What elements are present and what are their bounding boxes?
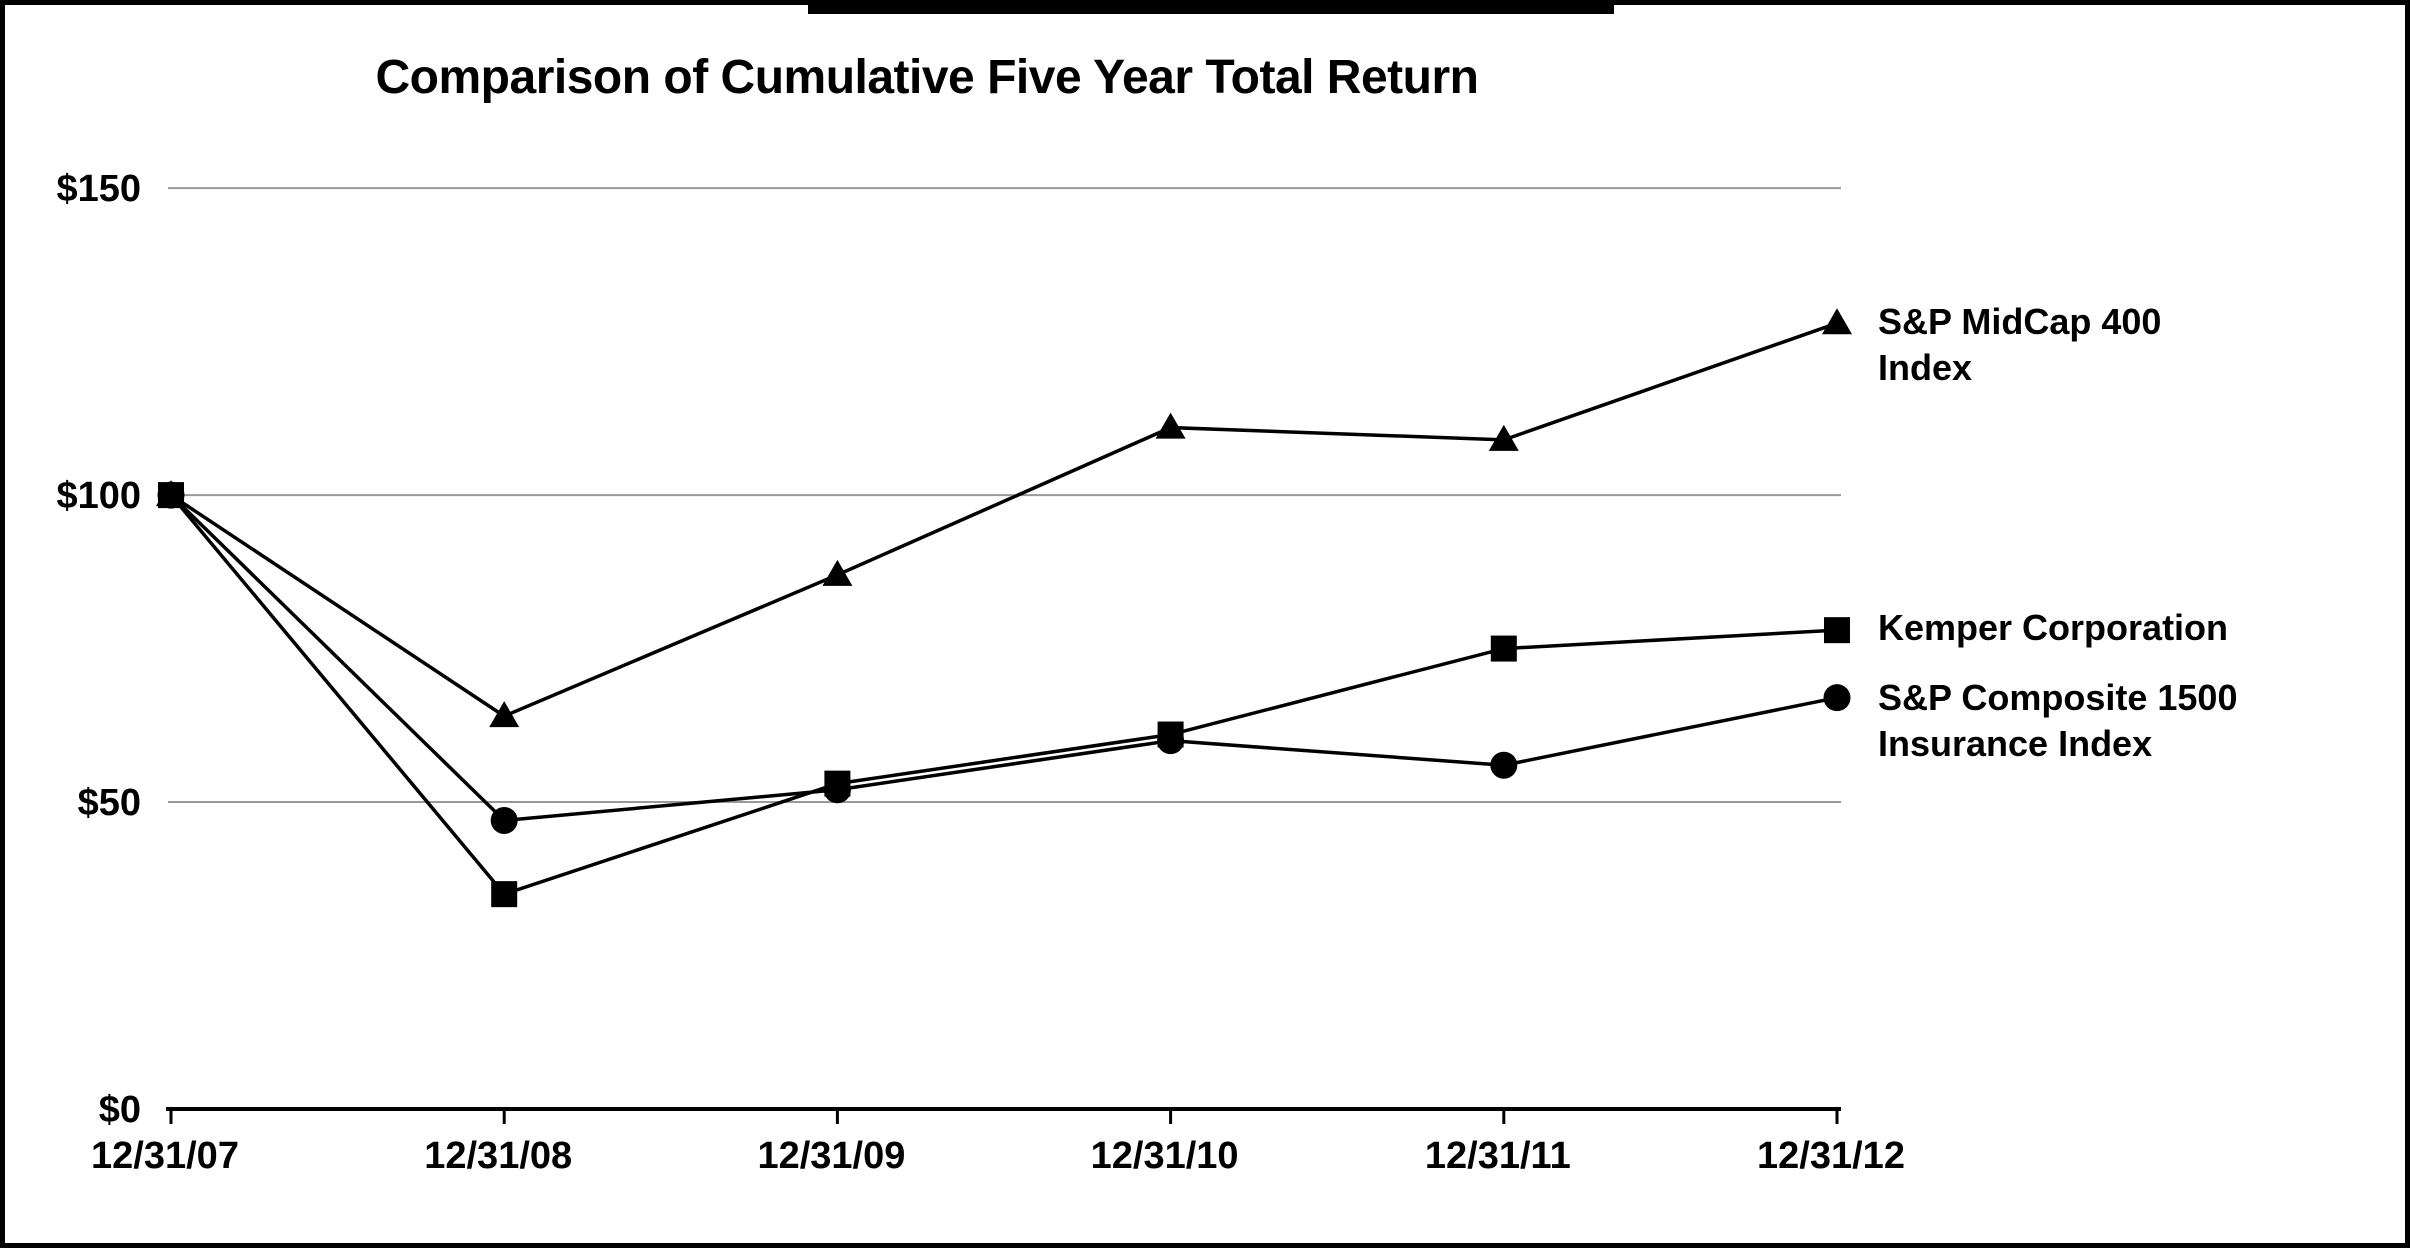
y-tick-label: $150 bbox=[56, 168, 141, 210]
legend-line: Index bbox=[1878, 347, 1973, 388]
x-tick-label: 12/31/11 bbox=[1425, 1135, 1571, 1177]
square-marker bbox=[1824, 617, 1850, 644]
legend-line: Insurance Index bbox=[1878, 723, 2153, 764]
triangle-marker bbox=[489, 701, 520, 728]
series-line-square bbox=[169, 493, 1838, 897]
y-tick-label: $50 bbox=[78, 782, 141, 824]
series-line-circle bbox=[169, 493, 1838, 823]
legend-line: Kemper Corporation bbox=[1878, 607, 2229, 648]
circle-marker bbox=[1823, 684, 1851, 712]
square-marker bbox=[1490, 635, 1517, 662]
y-tick-label: $100 bbox=[56, 475, 141, 517]
triangle-marker bbox=[1822, 308, 1852, 335]
circle-marker bbox=[490, 806, 518, 834]
legend-sp-composite-1500-insurance: S&P Composite 1500 Insurance Index bbox=[1878, 675, 2237, 767]
x-tick-label: 12/31/07 bbox=[91, 1135, 239, 1177]
top-border-bar bbox=[808, 5, 1614, 14]
square-marker bbox=[491, 881, 518, 908]
legend-sp-midcap-400: S&P MidCap 400 Index bbox=[1878, 299, 2161, 391]
legend-line: S&P MidCap 400 bbox=[1878, 301, 2162, 342]
square-marker bbox=[158, 482, 184, 509]
y-tick-label: $0 bbox=[99, 1089, 141, 1131]
x-tick-label: 12/31/10 bbox=[1091, 1135, 1239, 1177]
triangle-marker bbox=[1155, 412, 1186, 439]
plot-area: 12/31/07 12/31/08 12/31/09 12/31/10 12/31/11… bbox=[56, 168, 1905, 1177]
x-tick-label: 12/31/09 bbox=[757, 1135, 905, 1177]
circle-marker bbox=[1490, 751, 1518, 779]
x-tick-label: 12/31/12 bbox=[1757, 1135, 1905, 1177]
chart-title: Comparison of Cumulative Five Year Total… bbox=[375, 51, 1479, 104]
legend-kemper-corporation: Kemper Corporation bbox=[1878, 605, 2228, 651]
square-marker bbox=[1157, 721, 1184, 748]
series-line-triangle bbox=[170, 321, 1838, 719]
triangle-marker bbox=[1488, 424, 1519, 451]
legend-line: S&P Composite 1500 bbox=[1878, 677, 2238, 718]
square-marker bbox=[824, 770, 851, 797]
triangle-marker bbox=[822, 559, 853, 586]
x-tick-label: 12/31/08 bbox=[424, 1135, 572, 1177]
